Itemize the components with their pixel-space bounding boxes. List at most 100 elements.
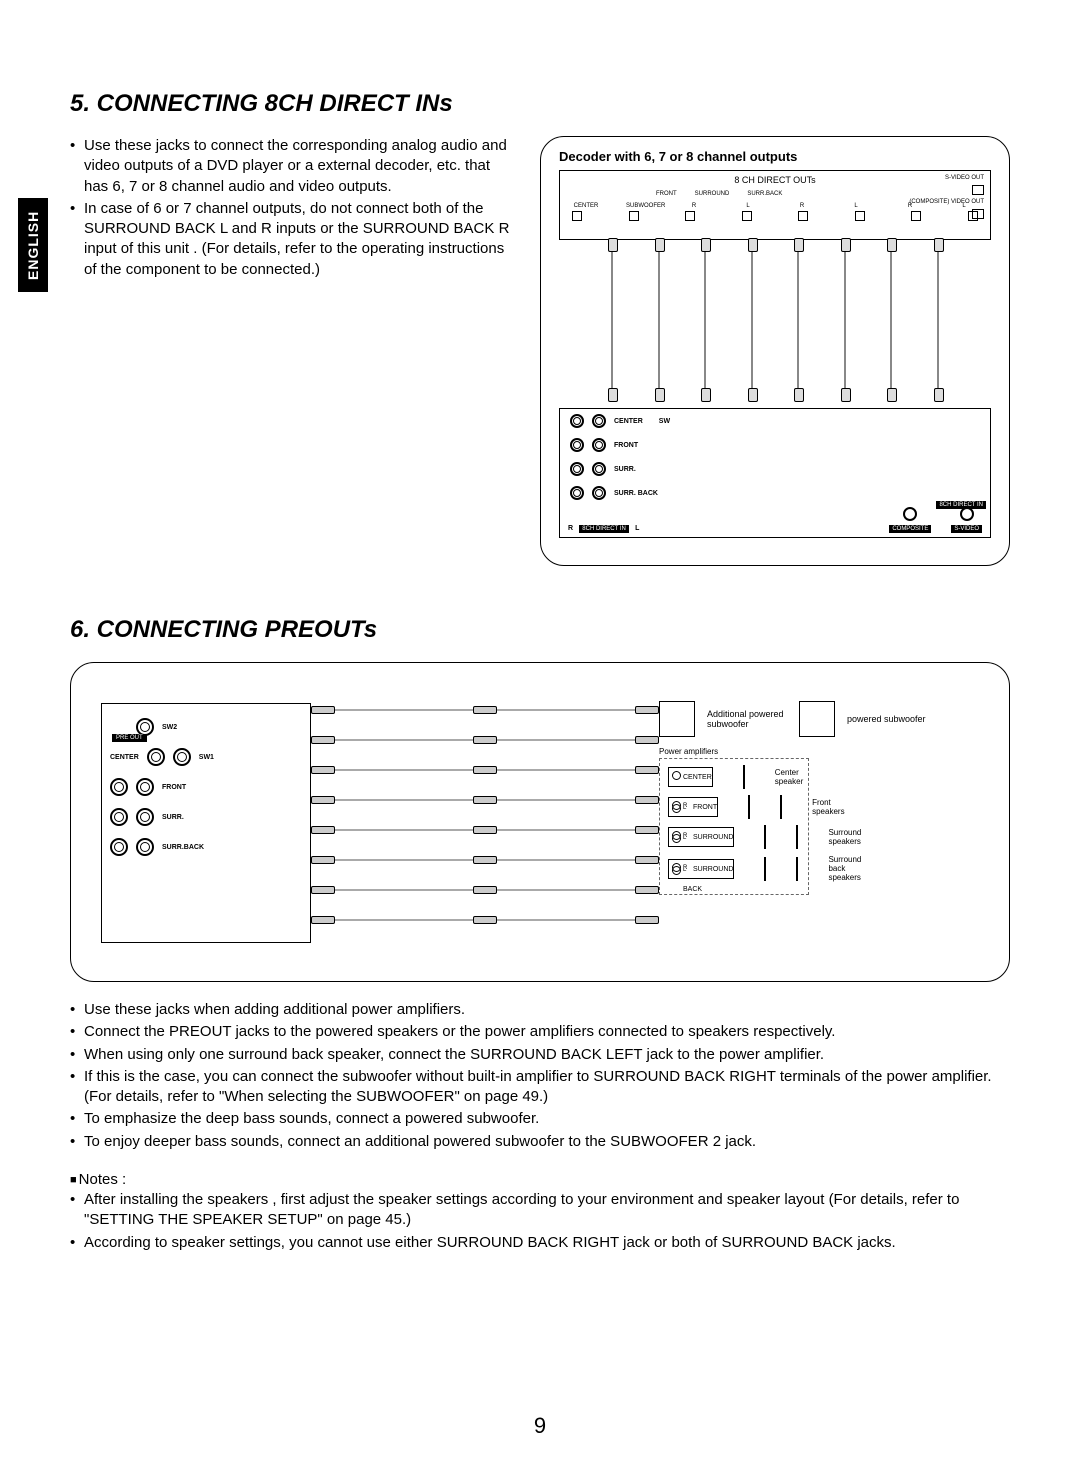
receiver-row: FRONT	[560, 433, 990, 457]
preout-row-label: SURR.BACK	[162, 844, 204, 851]
ch-label: R	[788, 203, 816, 209]
preout-cable	[311, 853, 659, 867]
speaker-label: Front speakers	[812, 798, 844, 816]
preout-cable	[311, 883, 659, 897]
bullet-item: •According to speaker settings, you cann…	[70, 1233, 1010, 1253]
section5-title: 5. CONNECTING 8CH DIRECT INs	[70, 90, 1010, 118]
decoder-jack	[572, 211, 582, 221]
preout-row: SURR.BACK	[110, 832, 302, 862]
decoder-jack	[685, 211, 695, 221]
preout-row: FRONT	[110, 772, 302, 802]
composite-out-label: (COMPOSITE) VIDEO OUT	[909, 199, 984, 205]
ch-label: L	[842, 203, 870, 209]
decoder-jack	[629, 211, 639, 221]
rca-jack	[592, 438, 606, 452]
grp-surround: SURROUND	[695, 191, 730, 197]
ch-label: SUBWOOFER	[626, 203, 654, 209]
decoder-jack	[742, 211, 752, 221]
receiver-row: CENTER SW	[560, 409, 990, 433]
row-label: SURR.	[614, 466, 636, 473]
language-tab: ENGLISH	[18, 198, 48, 292]
preout-jack	[110, 838, 128, 856]
preout-jack	[110, 778, 128, 796]
notes-block: Notes : •After installing the speakers ,…	[70, 1170, 1010, 1253]
additional-subwoofer-label: Additional powered subwoofer	[707, 709, 787, 729]
speaker-label: Surround speakers	[828, 828, 861, 846]
8ch-video-in-label: 8CH DIRECT IN	[936, 501, 986, 509]
preout-cable	[311, 823, 659, 837]
section5-text: •Use these jacks to connect the correspo…	[70, 136, 510, 566]
receiver-row: SURR. BACK	[560, 481, 990, 505]
rca-jack	[592, 414, 606, 428]
preout-row-label: SW1	[199, 754, 214, 761]
speaker-box	[748, 795, 750, 819]
bullet-item: •Use these jacks to connect the correspo…	[70, 136, 510, 197]
subwoofer-box	[799, 701, 835, 737]
amp-group: CENTERCenter speaker LRFRONTFront speaker…	[659, 758, 809, 895]
svideo-in-jack	[960, 507, 974, 521]
rca-jack	[592, 462, 606, 476]
grp-front: FRONT	[656, 191, 677, 197]
ch-label: R	[680, 203, 708, 209]
rca-jack	[570, 438, 584, 452]
composite-in-jack	[903, 507, 917, 521]
amp-box: LRFRONT	[668, 797, 718, 817]
preout-row: SURR.	[110, 802, 302, 832]
bullet-item: •To emphasize the deep bass sounds, conn…	[70, 1109, 1010, 1129]
preout-jack	[110, 808, 128, 826]
preout-cable	[311, 703, 659, 717]
preout-jack	[147, 748, 165, 766]
preout-row-label: SW2	[162, 724, 177, 731]
audio-cable	[751, 240, 753, 400]
audio-cable	[704, 240, 706, 400]
preout-jack	[136, 808, 154, 826]
speaker-box	[780, 795, 782, 819]
amp-row: LRFRONTFront speakers	[668, 795, 800, 819]
composite-in-label: COMPOSITE	[889, 525, 931, 533]
section6-title: 6. CONNECTING PREOUTs	[70, 616, 1010, 644]
rca-jack	[570, 486, 584, 500]
audio-cable	[611, 240, 613, 400]
speaker-box	[743, 765, 745, 789]
section6-bullets: •Use these jacks when adding additional …	[70, 1000, 1010, 1152]
preout-cable	[311, 793, 659, 807]
preout-cable	[311, 733, 659, 747]
decoder-title: Decoder with 6, 7 or 8 channel outputs	[559, 149, 991, 164]
amp-row: CENTERCenter speaker	[668, 765, 800, 789]
audio-cable	[658, 240, 660, 400]
preout-row-label: SURR.	[162, 814, 184, 821]
bullet-item: •When using only one surround back speak…	[70, 1045, 1010, 1065]
row-label: CENTER	[614, 418, 643, 425]
ch-label: L	[734, 203, 762, 209]
preout-jack	[136, 838, 154, 856]
ch-label: CENTER	[572, 203, 600, 209]
speaker-label: Surround back speakers	[828, 855, 861, 882]
bullet-item: •To enjoy deeper bass sounds, connect an…	[70, 1132, 1010, 1152]
amp-row: LRSURROUNDSurround speakers	[668, 825, 800, 849]
power-amp-title: Power amplifiers	[659, 747, 979, 756]
speaker-label: Center speaker	[775, 768, 803, 786]
grp-surrback: SURR.BACK	[747, 191, 782, 197]
preout-jack	[136, 778, 154, 796]
bullet-item: •In case of 6 or 7 channel outputs, do n…	[70, 199, 510, 280]
amp-box: LRSURROUND	[668, 827, 734, 847]
svideo-jack	[972, 185, 984, 195]
preout-label: PRE OUT	[112, 734, 147, 742]
cable-area	[311, 683, 659, 961]
preout-row-label: FRONT	[162, 784, 186, 791]
preout-cable	[311, 913, 659, 927]
section5-diagram: Decoder with 6, 7 or 8 channel outputs 8…	[540, 136, 1010, 566]
svideo-in-label: S-VIDEO	[951, 525, 982, 533]
page-number: 9	[534, 1413, 546, 1439]
composite-jack	[972, 209, 984, 219]
additional-subwoofer-box	[659, 701, 695, 737]
row-extra: SW	[659, 418, 670, 425]
section6-diagram: PRE OUT SW2CENTERSW1FRONTSURR.SURR.BACK …	[70, 662, 1010, 982]
lr-label-l: L	[635, 525, 639, 532]
amp-box: LRSURROUND BACK	[668, 859, 734, 879]
speaker-box	[796, 857, 798, 881]
amp-row: LRSURROUND BACKSurround back speakers	[668, 855, 800, 882]
decoder-jack	[855, 211, 865, 221]
8ch-direct-in-label: 8CH DIRECT IN	[579, 525, 629, 533]
lr-label: R	[568, 525, 573, 532]
